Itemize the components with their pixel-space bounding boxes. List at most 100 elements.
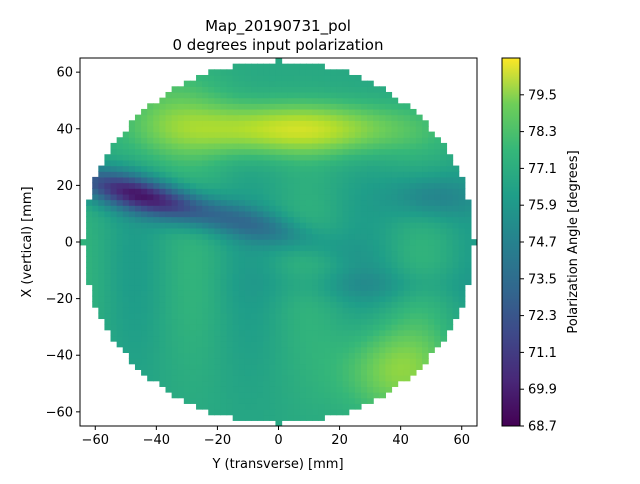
heatmap-cell	[147, 244, 154, 252]
heatmap-cell	[226, 125, 234, 133]
heatmap-cell	[183, 103, 191, 110]
heatmap-cell	[324, 154, 332, 161]
heatmap-cell	[336, 358, 344, 365]
heatmap-cell	[336, 227, 344, 235]
heatmap-cell	[257, 346, 264, 353]
heatmap-cell	[379, 329, 386, 337]
heatmap-cell	[220, 239, 228, 246]
heatmap-cell	[153, 222, 160, 229]
heatmap-cell	[446, 159, 454, 167]
heatmap-cell	[159, 142, 167, 150]
heatmap-cell	[464, 261, 472, 269]
heatmap-cell	[159, 137, 167, 144]
heatmap-cell	[318, 369, 325, 376]
heatmap-cell	[128, 318, 136, 325]
heatmap-cell	[305, 233, 313, 240]
heatmap-cell	[244, 267, 252, 274]
heatmap-cell	[86, 244, 93, 252]
heatmap-cell	[464, 256, 472, 263]
heatmap-cell	[226, 176, 234, 184]
heatmap-cell	[110, 233, 118, 240]
heatmap-cell	[330, 403, 338, 410]
heatmap-cell	[281, 216, 289, 223]
heatmap-cell	[299, 182, 307, 189]
heatmap-cell	[397, 108, 405, 116]
heatmap-cell	[287, 80, 295, 87]
heatmap-cell	[202, 273, 209, 280]
heatmap-cell	[238, 352, 246, 359]
heatmap-cell	[330, 125, 338, 133]
heatmap-cell	[324, 120, 332, 127]
heatmap-cell	[281, 80, 289, 87]
heatmap-cell	[141, 125, 148, 133]
heatmap-cell	[299, 193, 307, 201]
heatmap-cell	[330, 375, 338, 382]
heatmap-cell	[293, 171, 301, 178]
heatmap-cell	[434, 256, 441, 263]
heatmap-cell	[354, 267, 362, 274]
heatmap-cell	[128, 125, 136, 133]
heatmap-cell	[391, 329, 399, 337]
heatmap-cell	[171, 125, 179, 133]
heatmap-cell	[330, 80, 338, 87]
heatmap-cell	[214, 103, 222, 110]
heatmap-cell	[177, 392, 185, 399]
heatmap-cell	[440, 278, 448, 286]
heatmap-cell	[171, 256, 179, 263]
heatmap-cell	[354, 261, 362, 269]
heatmap-cell	[110, 284, 118, 291]
heatmap-cell	[220, 108, 228, 116]
heatmap-cell	[391, 290, 399, 297]
heatmap-cell	[379, 137, 386, 144]
heatmap-cell	[208, 380, 215, 387]
heatmap-cell	[92, 244, 99, 252]
heatmap-cell	[305, 159, 313, 167]
heatmap-cell	[293, 222, 301, 229]
heatmap-cell	[287, 284, 295, 291]
heatmap-cell	[342, 290, 350, 297]
heatmap-cell	[403, 256, 411, 263]
heatmap-cell	[379, 120, 386, 127]
heatmap-cell	[177, 267, 185, 274]
heatmap-cell	[257, 80, 264, 87]
heatmap-cell	[287, 137, 295, 144]
heatmap-cell	[134, 318, 142, 325]
heatmap-cell	[440, 210, 448, 218]
heatmap-cell	[189, 80, 197, 87]
heatmap-cell	[434, 341, 441, 348]
heatmap-cell	[318, 210, 325, 218]
heatmap-cell	[385, 114, 393, 121]
heatmap-cell	[122, 278, 130, 286]
heatmap-cell	[196, 80, 203, 87]
heatmap-cell	[159, 369, 167, 376]
heatmap-cell	[263, 205, 270, 212]
heatmap-cell	[336, 318, 344, 325]
heatmap-cell	[287, 324, 295, 331]
heatmap-cell	[324, 86, 332, 93]
heatmap-cell	[226, 233, 234, 240]
heatmap-cell	[275, 159, 283, 167]
heatmap-cell	[397, 375, 405, 382]
heatmap-cell	[208, 131, 215, 138]
heatmap-cell	[281, 233, 289, 240]
heatmap-cell	[226, 137, 234, 144]
heatmap-cell	[177, 205, 185, 212]
heatmap-cell	[367, 267, 374, 274]
heatmap-cell	[373, 176, 380, 184]
heatmap-cell	[171, 329, 179, 337]
heatmap-cell	[275, 125, 283, 133]
heatmap-cell	[440, 176, 448, 184]
heatmap-cell	[409, 171, 417, 178]
heatmap-cell	[220, 386, 228, 393]
heatmap-cell	[318, 205, 325, 212]
heatmap-cell	[183, 216, 191, 223]
heatmap-cell	[324, 199, 332, 206]
heatmap-cell	[336, 103, 344, 110]
heatmap-cell	[373, 103, 380, 110]
heatmap-cell	[397, 193, 405, 201]
heatmap-cell	[232, 290, 240, 297]
heatmap-cell	[263, 108, 270, 116]
heatmap-cell	[165, 273, 173, 280]
heatmap-cell	[434, 261, 441, 269]
heatmap-cell	[452, 199, 460, 206]
